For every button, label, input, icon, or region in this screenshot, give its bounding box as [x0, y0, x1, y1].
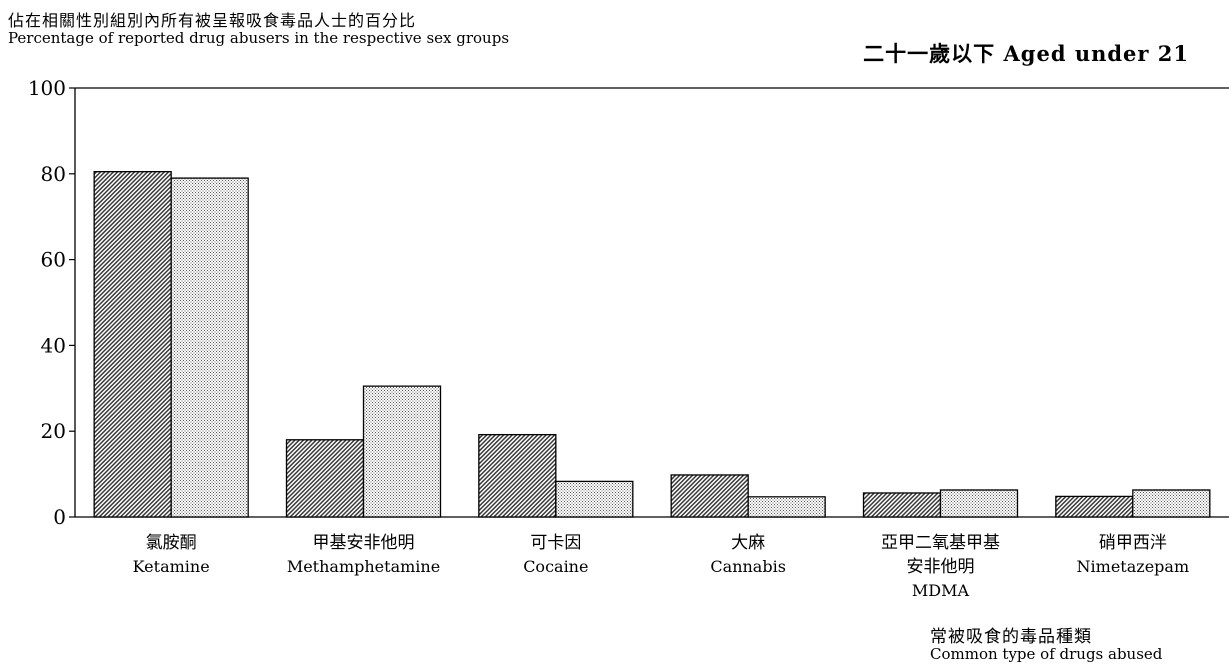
y-tick-label: 20 — [41, 419, 66, 443]
chart-title: 二十一歲以下 Aged under 21 — [863, 41, 1189, 66]
x-category-label-english: Nimetazepam — [1077, 557, 1190, 576]
y-tick-label: 80 — [41, 162, 66, 186]
x-category-label-english: Ketamine — [133, 557, 210, 576]
x-category-label-chinese: 甲基安非他明 — [313, 533, 415, 553]
bar-nimetazepam-series-2 — [1132, 489, 1211, 518]
y-axis-label-english: Percentage of reported drug abusers in t… — [8, 29, 510, 47]
y-axis-label-chinese: 佔在相關性別組別內所有被呈報吸食毒品人士的百分比 — [8, 11, 417, 30]
x-category-label-english: Methamphetamine — [287, 557, 440, 576]
x-axis-label-english: Common type of drugs abused — [930, 645, 1163, 663]
x-category-label-chinese: 安非他明 — [907, 557, 975, 577]
x-category-label-chinese: 氯胺酮 — [146, 533, 197, 553]
bar-cocaine-series-2 — [555, 480, 634, 518]
bar-methamphetamine-series-1 — [285, 439, 365, 518]
bar-ketamine-series-2 — [170, 177, 249, 518]
x-category-label-chinese: 可卡因 — [530, 533, 581, 553]
bar-cannabis-series-2 — [747, 496, 826, 518]
x-category-label-english: MDMA — [912, 581, 970, 600]
x-category-label-english: Cannabis — [710, 557, 786, 576]
bar-cocaine-series-1 — [478, 433, 557, 518]
x-category-label-chinese: 大麻 — [731, 533, 765, 553]
bar-nimetazepam-series-1 — [1055, 495, 1134, 518]
bar-ketamine-series-1 — [93, 171, 172, 518]
x-category-label-chinese: 硝甲西泮 — [1099, 533, 1167, 553]
bar-cannabis-series-1 — [670, 474, 749, 518]
y-tick-label: 100 — [28, 76, 66, 100]
x-axis-label-chinese: 常被吸食的毒品種類 — [930, 627, 1092, 647]
bar-mdma-series-1 — [862, 492, 942, 518]
x-category-label-english: Cocaine — [523, 557, 588, 576]
y-tick-label: 40 — [41, 333, 66, 357]
y-tick-label: 60 — [41, 248, 66, 272]
bar-methamphetamine-series-2 — [362, 385, 442, 518]
y-tick-label: 0 — [53, 505, 66, 529]
bar-mdma-series-2 — [939, 489, 1019, 518]
x-category-label-chinese: 亞甲二氧基甲基 — [881, 533, 1000, 553]
